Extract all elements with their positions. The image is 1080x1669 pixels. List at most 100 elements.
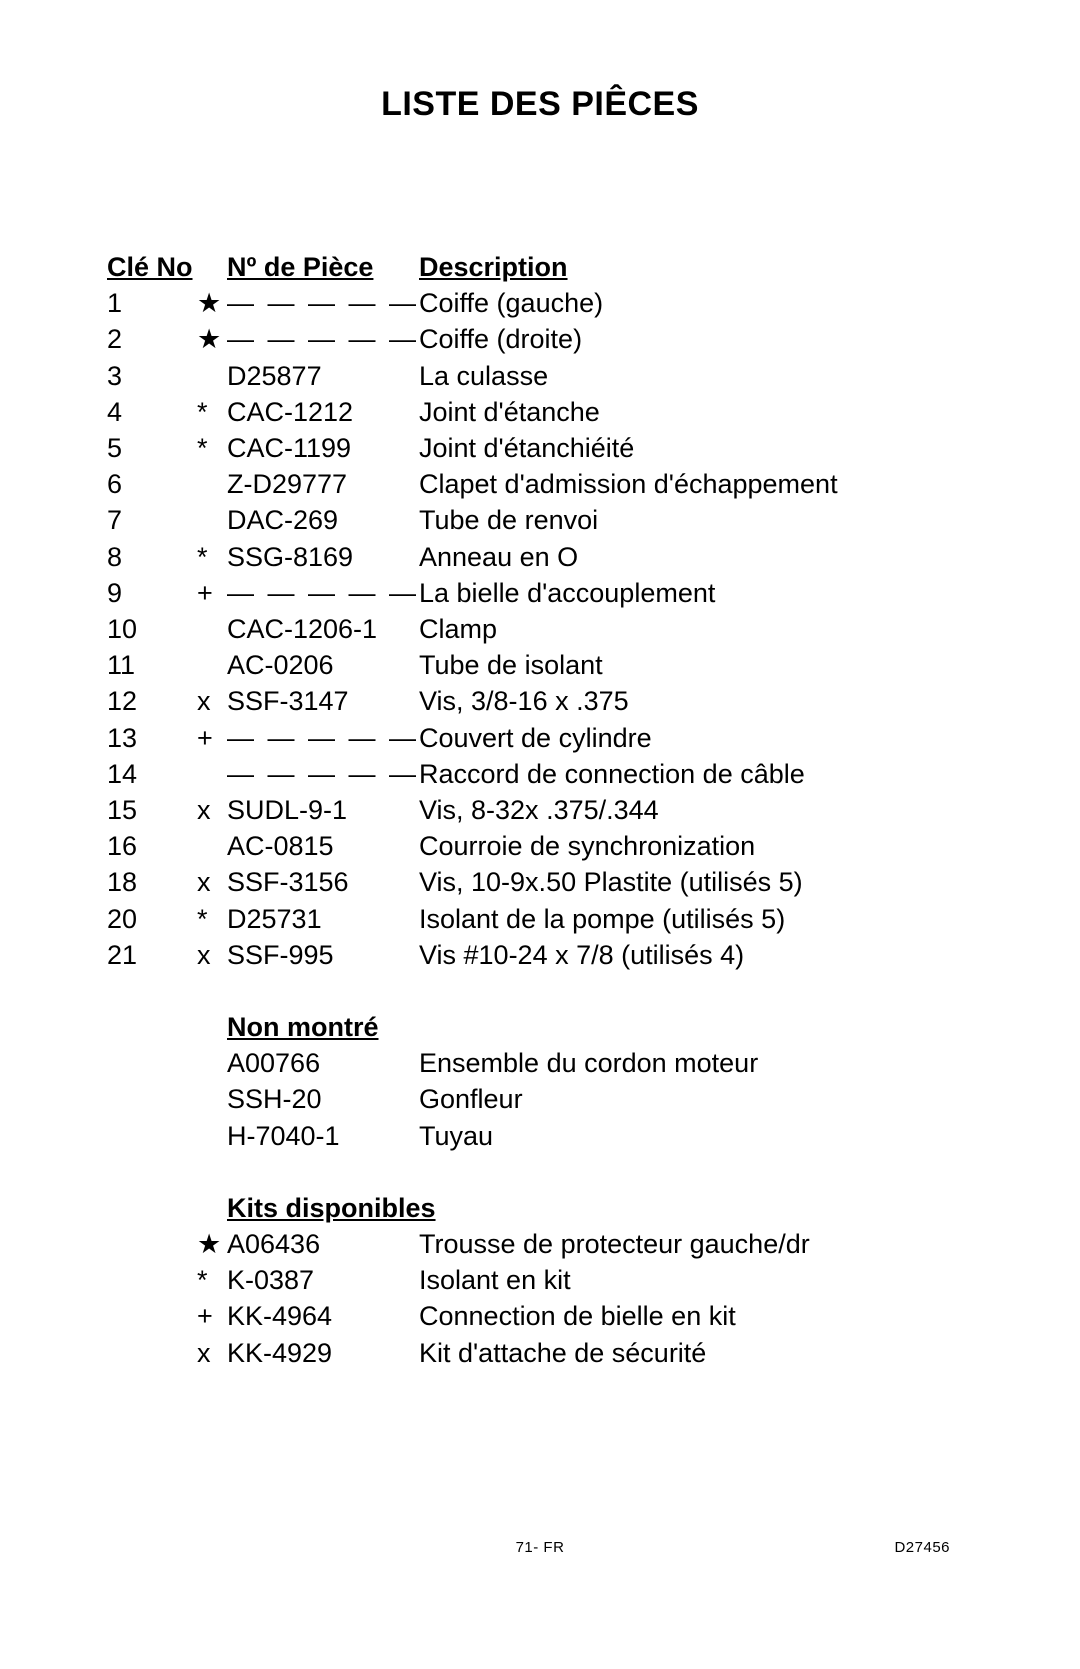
cell-key: 3 xyxy=(107,358,197,394)
table-row: A00766Ensemble du cordon moteur xyxy=(107,1045,838,1081)
cell-mark xyxy=(197,611,227,647)
table-row: 21xSSF-995Vis #10-24 x 7/8 (utilisés 4) xyxy=(107,937,838,973)
table-row: 20*D25731Isolant de la pompe (utilisés 5… xyxy=(107,901,838,937)
cell-part-number: CAC-1212 xyxy=(227,394,419,430)
cell-description: Raccord de connection de câble xyxy=(419,756,838,792)
cell-key: 21 xyxy=(107,937,197,973)
table-row: H-7040-1Tuyau xyxy=(107,1118,838,1154)
kits-header-row: Kits disponibles xyxy=(107,1190,838,1226)
cell-mark xyxy=(197,1045,227,1081)
cell-description: La culasse xyxy=(419,358,838,394)
cell-key xyxy=(107,1118,197,1154)
footer-page-number: 71- FR xyxy=(516,1539,565,1556)
cell-mark xyxy=(197,1118,227,1154)
cell-part-number: CAC-1199 xyxy=(227,430,419,466)
cell-mark xyxy=(197,647,227,683)
cell-mark xyxy=(197,502,227,538)
cell-key: 8 xyxy=(107,539,197,575)
cell-mark: * xyxy=(197,1262,227,1298)
cell-part-number: KK-4929 xyxy=(227,1335,419,1371)
page-title: LISTE DES PIÊCES xyxy=(0,85,1080,124)
cell-description: Vis, 10-9x.50 Plastite (utilisés 5) xyxy=(419,864,838,900)
cell-key: 2 xyxy=(107,321,197,357)
cell-description: Clamp xyxy=(419,611,838,647)
table-row: 5*CAC-1199Joint d'étanchiéité xyxy=(107,430,838,466)
cell-part-number: — — — — — xyxy=(227,285,419,321)
cell-key: 15 xyxy=(107,792,197,828)
cell-description: Ensemble du cordon moteur xyxy=(419,1045,838,1081)
cell-description: Vis #10-24 x 7/8 (utilisés 4) xyxy=(419,937,838,973)
table-row: 9+— — — — —La bielle d'accouplement xyxy=(107,575,838,611)
cell-mark xyxy=(197,756,227,792)
cell-mark: x xyxy=(197,937,227,973)
cell-description: Isolant en kit xyxy=(419,1262,838,1298)
cell-part-number: SSG-8169 xyxy=(227,539,419,575)
table-row: 13+— — — — —Couvert de cylindre xyxy=(107,720,838,756)
table-row: 7 DAC-269Tube de renvoi xyxy=(107,502,838,538)
cell-part-number: AC-0206 xyxy=(227,647,419,683)
cell-description: Coiffe (droite) xyxy=(419,321,838,357)
cell-mark: * xyxy=(197,539,227,575)
cell-key: 7 xyxy=(107,502,197,538)
cell-key: 10 xyxy=(107,611,197,647)
header-key: Clé No xyxy=(107,249,197,285)
table-row: 2★— — — — —Coiffe (droite) xyxy=(107,321,838,357)
table-row: 3 D25877La culasse xyxy=(107,358,838,394)
cell-mark: * xyxy=(197,430,227,466)
table-row: xKK-4929Kit d'attache de sécurité xyxy=(107,1335,838,1371)
cell-mark: ★ xyxy=(197,285,227,321)
cell-part-number: SSH-20 xyxy=(227,1081,419,1117)
header-mark-gap xyxy=(197,249,227,285)
cell-mark: + xyxy=(197,720,227,756)
cell-mark: x xyxy=(197,1335,227,1371)
cell-part-number: AC-0815 xyxy=(227,828,419,864)
cell-mark: * xyxy=(197,901,227,937)
footer-doc-number: D27456 xyxy=(894,1539,950,1556)
header-part: Nº de Pièce xyxy=(227,249,419,285)
cell-description: Joint d'étanchiéité xyxy=(419,430,838,466)
table-row: 10 CAC-1206-1Clamp xyxy=(107,611,838,647)
kits-header: Kits disponibles xyxy=(227,1190,838,1226)
cell-description: Coiffe (gauche) xyxy=(419,285,838,321)
table-row: 14— — — — —Raccord de connection de câbl… xyxy=(107,756,838,792)
table-row: ★A06436Trousse de protecteur gauche/dr xyxy=(107,1226,838,1262)
cell-description: Tube de renvoi xyxy=(419,502,838,538)
cell-key: 12 xyxy=(107,683,197,719)
cell-part-number: CAC-1206-1 xyxy=(227,611,419,647)
cell-description: Clapet d'admission d'échappement xyxy=(419,466,838,502)
cell-part-number: SSF-995 xyxy=(227,937,419,973)
cell-key xyxy=(107,1081,197,1117)
cell-part-number: — — — — — xyxy=(227,575,419,611)
cell-description: Isolant de la pompe (utilisés 5) xyxy=(419,901,838,937)
cell-description: Tube de isolant xyxy=(419,647,838,683)
cell-key xyxy=(107,1262,197,1298)
cell-description: Trousse de protecteur gauche/dr xyxy=(419,1226,838,1262)
cell-key: 6 xyxy=(107,466,197,502)
cell-key: 18 xyxy=(107,864,197,900)
cell-part-number: KK-4964 xyxy=(227,1298,419,1334)
table-row: 6Z-D29777Clapet d'admission d'échappemen… xyxy=(107,466,838,502)
cell-description: Vis, 3/8-16 x .375 xyxy=(419,683,838,719)
table-row: 16AC-0815Courroie de synchronization xyxy=(107,828,838,864)
table-row: 15xSUDL-9-1Vis, 8-32x .375/.344 xyxy=(107,792,838,828)
cell-description: Couvert de cylindre xyxy=(419,720,838,756)
cell-part-number: SSF-3147 xyxy=(227,683,419,719)
cell-mark: x xyxy=(197,792,227,828)
cell-part-number: DAC-269 xyxy=(227,502,419,538)
cell-description: Kit d'attache de sécurité xyxy=(419,1335,838,1371)
table-row: 8*SSG-8169Anneau en O xyxy=(107,539,838,575)
page: LISTE DES PIÊCES Clé No Nº de Pièce Desc… xyxy=(0,0,1080,1669)
cell-mark xyxy=(197,466,227,502)
cell-key xyxy=(107,1335,197,1371)
cell-mark: x xyxy=(197,864,227,900)
table-header-row: Clé No Nº de Pièce Description xyxy=(107,249,838,285)
cell-part-number: D25877 xyxy=(227,358,419,394)
table-row: 1★— — — — —Coiffe (gauche) xyxy=(107,285,838,321)
cell-description: Gonfleur xyxy=(419,1081,838,1117)
cell-description: Vis, 8-32x .375/.344 xyxy=(419,792,838,828)
cell-key: 9 xyxy=(107,575,197,611)
cell-mark xyxy=(197,828,227,864)
cell-key: 16 xyxy=(107,828,197,864)
cell-mark: + xyxy=(197,575,227,611)
cell-part-number: — — — — — xyxy=(227,720,419,756)
